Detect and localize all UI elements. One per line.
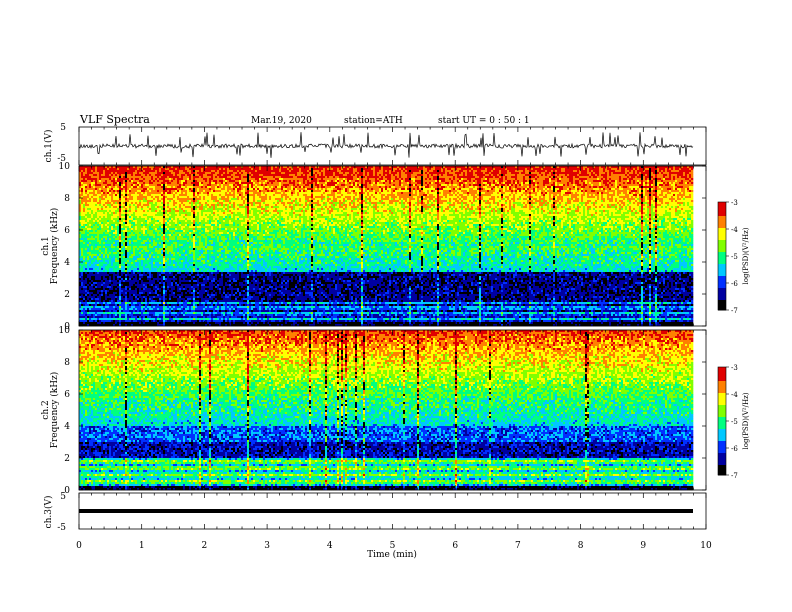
- colorbar-label: log(PSD)(V²/Hz): [742, 392, 750, 449]
- time-tick-label: 8: [578, 541, 584, 551]
- colorbar-tick-label: -3: [731, 364, 738, 372]
- time-tick-label: 4: [327, 541, 333, 551]
- station-label: station=ATH: [344, 116, 403, 126]
- colorbar-tick-label: -4: [731, 391, 738, 399]
- date-label: Mar.19, 2020: [251, 116, 312, 126]
- ch2-colorbar: -3 -4 -5 -6 -7 log(PSD)(V²/Hz): [718, 364, 750, 480]
- frequency-tick-label: 6: [64, 226, 70, 236]
- ch3-waveform-trace: [79, 509, 693, 513]
- time-tick-label: 3: [264, 541, 270, 551]
- colorbar-tick-label: -6: [731, 445, 738, 453]
- ch3-ytick-top: 5: [60, 492, 66, 502]
- frequency-tick-label: 6: [64, 390, 70, 400]
- time-tick-label: 0: [76, 541, 82, 551]
- ch1-waveform-trace: [79, 132, 693, 158]
- figure-title: VLF Spectra: [79, 113, 150, 126]
- colorbar-label: log(PSD)(V²/Hz): [742, 227, 750, 284]
- time-tick-label: 2: [202, 541, 208, 551]
- colorbar-tick-label: -4: [731, 226, 738, 234]
- time-tick-label: 7: [515, 541, 521, 551]
- colorbar-tick-label: -6: [731, 280, 738, 288]
- ch2-spectrogram-heatmap: [79, 330, 693, 490]
- frequency-tick-label: 4: [64, 422, 70, 432]
- ch1-colorbar: -3 -4 -5 -6 -7 log(PSD)(V²/Hz): [718, 199, 750, 315]
- ch1-spectrogram-heatmap: [79, 166, 693, 326]
- ch1-frequency-label: Frequency (kHz): [49, 208, 60, 285]
- ch3-waveform-panel: 5 -5 ch.3(V): [43, 492, 706, 533]
- colorbar-tick-label: -5: [731, 418, 738, 426]
- time-tick-label: 9: [640, 541, 646, 551]
- colorbar-tick-label: -7: [731, 472, 738, 480]
- ch3-waveform-ylabel: ch.3(V): [43, 496, 54, 529]
- ch3-ytick-bottom: -5: [57, 523, 66, 533]
- colorbar-tick-label: -5: [731, 253, 738, 261]
- time-tick-label: 6: [452, 541, 458, 551]
- frequency-tick-label: 10: [59, 162, 71, 172]
- time-tick-label: 1: [139, 541, 145, 551]
- colorbar-tick-label: -3: [731, 199, 738, 207]
- ch1-waveform-ylabel: ch.1(V): [43, 130, 54, 163]
- ch1-waveform-panel: 5 -5 ch.1(V): [43, 123, 706, 165]
- frequency-tick-label: 8: [64, 358, 70, 368]
- frequency-tick-label: 2: [64, 290, 70, 300]
- time-axis-label: Time (min): [367, 549, 417, 560]
- time-tick-label: 10: [700, 541, 712, 551]
- ch1-ytick-top: 5: [60, 123, 66, 133]
- frequency-tick-label: 8: [64, 194, 70, 204]
- frequency-tick-label: 10: [59, 326, 71, 336]
- frequency-tick-label: 4: [64, 258, 70, 268]
- start-time-label: start UT = 0 : 50 : 1: [438, 116, 530, 126]
- colorbar-tick-label: -7: [731, 307, 738, 315]
- ch2-frequency-label: Frequency (kHz): [49, 372, 60, 449]
- frequency-tick-label: 2: [64, 454, 70, 464]
